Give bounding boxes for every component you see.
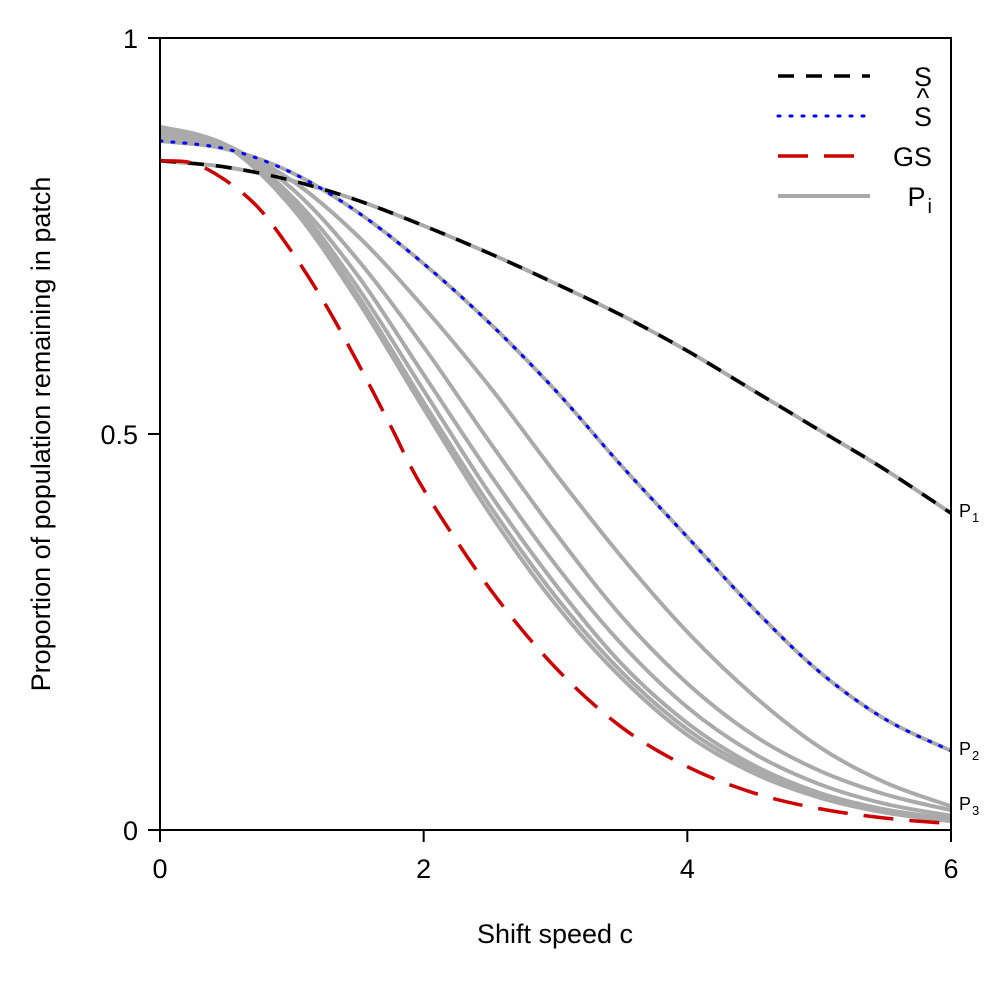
series-line-gray-2 xyxy=(160,135,951,809)
series-layer xyxy=(160,124,951,826)
y-tick-label: 0 xyxy=(123,816,138,846)
series-line-gray-7 xyxy=(160,124,951,824)
series-line-s-8 xyxy=(160,159,951,515)
x-tick-label: 2 xyxy=(416,854,431,884)
end-labels: P1 P2 P3 xyxy=(959,501,979,818)
legend-label-s: S xyxy=(914,62,932,92)
x-tick-label: 4 xyxy=(680,854,695,884)
series-line-shat-9 xyxy=(160,139,951,753)
y-tick-label: 0.5 xyxy=(100,420,138,450)
legend-label-shat: S xyxy=(914,102,932,132)
x-tick-label: 0 xyxy=(152,854,167,884)
end-label-p1: P1 xyxy=(959,501,979,525)
series-line-gs-10 xyxy=(160,159,951,826)
x-tick-label: 6 xyxy=(943,854,958,884)
series-line-gray-6 xyxy=(160,127,951,823)
x-axis-title: Shift speed c xyxy=(477,919,633,949)
y-tick-label: 1 xyxy=(123,24,138,54)
axes-layer: 0 2 4 6 0 0.5 1 xyxy=(100,24,958,884)
series-line-gray-0 xyxy=(160,158,951,515)
legend-subscript: i xyxy=(928,196,932,218)
legend-label-gs: GS xyxy=(893,142,932,172)
end-label-p3: P3 xyxy=(959,794,979,818)
series-line-gray-3 xyxy=(160,131,951,813)
y-axis-title: Proportion of population remaining in pa… xyxy=(26,177,56,692)
end-label-p2: P2 xyxy=(959,739,979,763)
series-line-gray-4 xyxy=(160,131,951,818)
series-line-gray-5 xyxy=(160,127,951,821)
legend-accent-hat: ^ xyxy=(917,83,930,113)
legend: SS^ GS P i xyxy=(776,62,932,218)
